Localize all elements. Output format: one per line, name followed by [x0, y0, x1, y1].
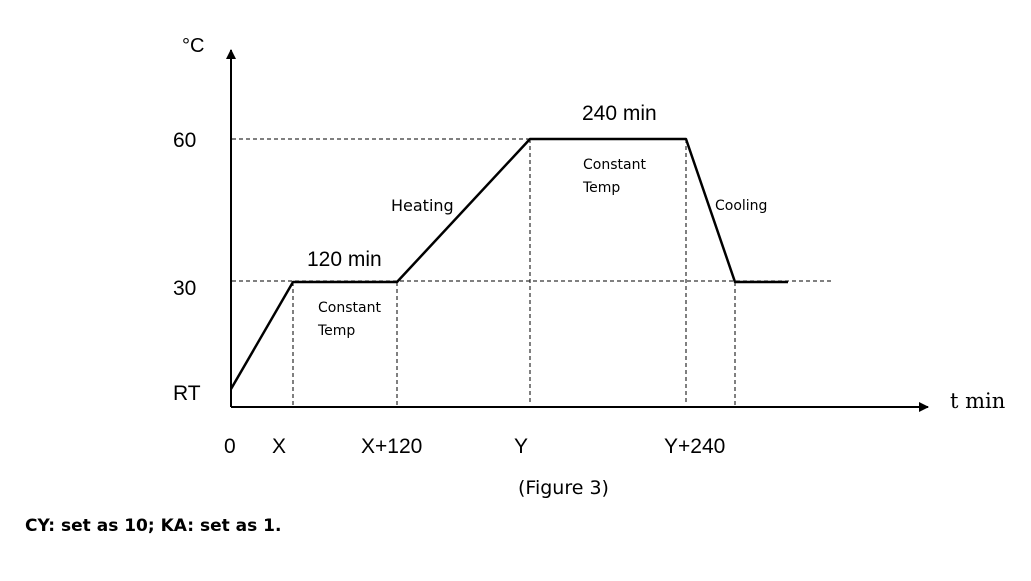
figure-caption: (Figure 3) — [518, 477, 609, 499]
settings-note: CY: set as 10; KA: set as 1. — [25, 516, 282, 536]
hold-2-duration: 240 min — [582, 102, 657, 125]
hold-1-duration: 120 min — [307, 248, 382, 271]
y-tick-rt: RT — [173, 382, 201, 405]
x-tick-x-plus-120: X+120 — [361, 435, 422, 458]
y-tick-30: 30 — [173, 277, 196, 300]
temperature-profile-line — [229, 137, 788, 390]
hold-2-label-line1: Constant — [583, 157, 646, 173]
x-tick-origin: 0 — [224, 435, 236, 458]
hold-1-label-line1: Constant — [318, 300, 381, 316]
x-tick-x: X — [272, 435, 286, 458]
x-tick-y-plus-240: Y+240 — [664, 435, 725, 458]
hold-2-label-line2: Temp — [582, 180, 620, 196]
x-axis-unit: t min — [950, 389, 1005, 413]
y-axis-unit: °C — [182, 35, 204, 57]
y-tick-60: 60 — [173, 129, 196, 152]
cooling-label: Cooling — [715, 198, 767, 214]
heating-label: Heating — [391, 196, 454, 215]
hold-1-label-line2: Temp — [317, 323, 355, 339]
x-tick-y: Y — [514, 435, 528, 458]
